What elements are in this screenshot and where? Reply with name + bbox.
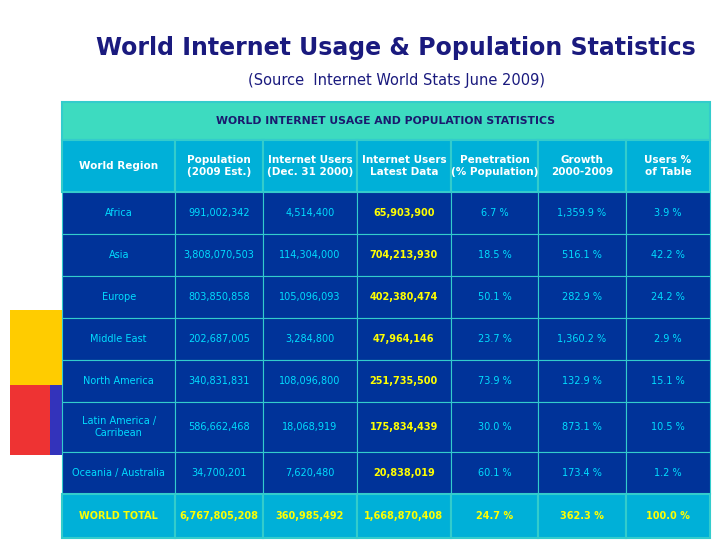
Text: Africa: Africa	[105, 208, 132, 218]
Text: 47,964,146: 47,964,146	[373, 334, 435, 344]
Text: Middle East: Middle East	[91, 334, 147, 344]
Text: 18.5 %: 18.5 %	[477, 250, 511, 260]
Text: 402,380,474: 402,380,474	[369, 292, 438, 302]
Text: 42.2 %: 42.2 %	[651, 250, 685, 260]
Text: 803,850,858: 803,850,858	[189, 292, 250, 302]
Text: World Internet Usage & Population Statistics: World Internet Usage & Population Statis…	[96, 36, 696, 60]
Text: 704,213,930: 704,213,930	[369, 250, 438, 260]
Text: 6,767,805,208: 6,767,805,208	[180, 511, 258, 521]
Text: Asia: Asia	[109, 250, 129, 260]
Text: Penetration
(% Population): Penetration (% Population)	[451, 155, 539, 177]
Text: North America: North America	[84, 376, 154, 386]
Text: 108,096,800: 108,096,800	[279, 376, 341, 386]
Text: Internet Users
Latest Data: Internet Users Latest Data	[361, 155, 446, 177]
Text: 202,687,005: 202,687,005	[188, 334, 250, 344]
Text: Latin America /
Carribean: Latin America / Carribean	[81, 416, 156, 438]
Text: 6.7 %: 6.7 %	[481, 208, 508, 218]
Text: 362.3 %: 362.3 %	[560, 511, 604, 521]
Text: 586,662,468: 586,662,468	[189, 422, 250, 432]
Text: 18,068,919: 18,068,919	[282, 422, 338, 432]
Text: 1,359.9 %: 1,359.9 %	[557, 208, 606, 218]
Text: 251,735,500: 251,735,500	[369, 376, 438, 386]
Text: 20,838,019: 20,838,019	[373, 468, 435, 478]
Text: 1.2 %: 1.2 %	[654, 468, 682, 478]
Text: Oceania / Australia: Oceania / Australia	[72, 468, 165, 478]
Text: 3,284,800: 3,284,800	[285, 334, 335, 344]
Text: 24.2 %: 24.2 %	[651, 292, 685, 302]
Text: 65,903,900: 65,903,900	[373, 208, 435, 218]
Text: 100.0 %: 100.0 %	[646, 511, 690, 521]
Text: 24.7 %: 24.7 %	[476, 511, 513, 521]
Text: 50.1 %: 50.1 %	[477, 292, 511, 302]
Text: WORLD TOTAL: WORLD TOTAL	[79, 511, 158, 521]
Text: 1,668,870,408: 1,668,870,408	[364, 511, 444, 521]
Text: Users %
of Table: Users % of Table	[644, 155, 691, 177]
Text: 15.1 %: 15.1 %	[651, 376, 685, 386]
Text: (Source  Internet World Stats June 2009): (Source Internet World Stats June 2009)	[248, 72, 544, 87]
Text: 282.9 %: 282.9 %	[562, 292, 602, 302]
Text: 114,304,000: 114,304,000	[279, 250, 341, 260]
Text: 10.5 %: 10.5 %	[651, 422, 685, 432]
Text: 2.9 %: 2.9 %	[654, 334, 682, 344]
Text: Growth
2000-2009: Growth 2000-2009	[551, 155, 613, 177]
Text: 60.1 %: 60.1 %	[478, 468, 511, 478]
Text: 173.4 %: 173.4 %	[562, 468, 602, 478]
Text: 34,700,201: 34,700,201	[192, 468, 247, 478]
Text: 73.9 %: 73.9 %	[477, 376, 511, 386]
Text: 132.9 %: 132.9 %	[562, 376, 602, 386]
Text: World Region: World Region	[79, 161, 158, 171]
Text: 360,985,492: 360,985,492	[276, 511, 344, 521]
Text: Population
(2009 Est.): Population (2009 Est.)	[187, 155, 251, 177]
Text: 340,831,831: 340,831,831	[189, 376, 250, 386]
Text: 3,808,070,503: 3,808,070,503	[184, 250, 255, 260]
Text: 105,096,093: 105,096,093	[279, 292, 341, 302]
Text: 23.7 %: 23.7 %	[477, 334, 511, 344]
Text: Internet Users
(Dec. 31 2000): Internet Users (Dec. 31 2000)	[266, 155, 353, 177]
Text: 30.0 %: 30.0 %	[478, 422, 511, 432]
Text: Europe: Europe	[102, 292, 136, 302]
Text: 873.1 %: 873.1 %	[562, 422, 602, 432]
Text: 991,002,342: 991,002,342	[189, 208, 250, 218]
Text: 516.1 %: 516.1 %	[562, 250, 602, 260]
Text: WORLD INTERNET USAGE AND POPULATION STATISTICS: WORLD INTERNET USAGE AND POPULATION STAT…	[217, 116, 556, 126]
Text: 175,834,439: 175,834,439	[369, 422, 438, 432]
Text: 4,514,400: 4,514,400	[285, 208, 335, 218]
Text: 1,360.2 %: 1,360.2 %	[557, 334, 606, 344]
Text: 3.9 %: 3.9 %	[654, 208, 682, 218]
Text: 7,620,480: 7,620,480	[285, 468, 335, 478]
